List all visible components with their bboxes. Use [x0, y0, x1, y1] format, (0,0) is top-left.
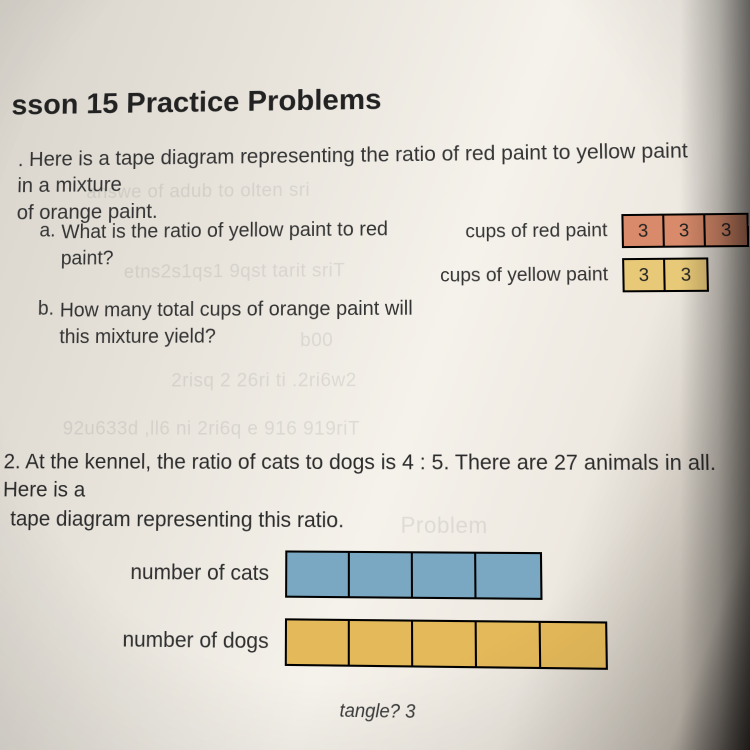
q1-intro: . Here is a tape diagram representing th…	[17, 137, 712, 226]
dogs-label: number of dogs	[88, 628, 268, 655]
q1-intro-line1: . Here is a tape diagram representing th…	[17, 140, 688, 198]
tape-cell: 3	[665, 259, 707, 290]
q1-b-letter: b.	[38, 298, 55, 321]
footer-scrawl: tangle? 3	[340, 700, 416, 723]
tape-cell	[287, 553, 350, 597]
yellow-paint-row: cups of yellow paint 33	[416, 257, 709, 293]
q2-intro-line2: tape diagram representing this ratio.	[10, 507, 344, 532]
red-paint-row: cups of red paint 333	[416, 213, 750, 250]
red-paint-label: cups of red paint	[416, 220, 608, 244]
tape-cell	[477, 622, 542, 667]
ghost-text: 2risq 2 26ri ti .2ri6w2	[171, 370, 357, 392]
red-paint-tape: 333	[621, 213, 749, 248]
lesson-heading: sson 15 Practice Problems	[11, 83, 381, 122]
tape-cell: 3	[705, 215, 747, 246]
dogs-tape	[285, 618, 608, 670]
q2-number: 2.	[3, 450, 21, 473]
q1-part-a: a. What is the ratio of yellow paint to …	[39, 216, 392, 272]
page: sson 15 Practice Problems answe of adub …	[0, 0, 736, 750]
q1-part-b: b. How many total cups of orange paint w…	[37, 296, 432, 352]
tape-cell	[350, 621, 413, 665]
yellow-paint-tape: 33	[622, 257, 709, 292]
dogs-row: number of dogs	[88, 616, 608, 669]
q1-b-text: How many total cups of orange paint will…	[59, 296, 432, 351]
q2-intro: 2. At the kennel, the ratio of cats to d…	[2, 448, 742, 537]
tape-cell: 3	[664, 215, 706, 245]
q1-a-letter: a.	[39, 220, 55, 243]
question-1: . Here is a tape diagram representing th…	[17, 137, 712, 226]
cats-row: number of cats	[89, 549, 542, 600]
tape-cell	[413, 622, 477, 667]
tape-cell	[541, 623, 606, 668]
q1-a-text: What is the ratio of yellow paint to red…	[61, 216, 392, 272]
yellow-paint-label: cups of yellow paint	[416, 264, 608, 287]
tape-cell	[350, 553, 413, 597]
tape-cell	[476, 554, 540, 598]
q2-intro-line1: At the kennel, the ratio of cats to dogs…	[3, 450, 716, 502]
cats-tape	[285, 550, 542, 599]
cats-label: number of cats	[90, 560, 270, 586]
tape-cell: 3	[624, 260, 666, 291]
ghost-text: 92u633d ,ll6 ni 2ri6q e 916 919riT	[63, 418, 361, 440]
tape-cell	[287, 620, 350, 664]
tape-cell	[413, 553, 477, 597]
question-2: 2. At the kennel, the ratio of cats to d…	[2, 448, 742, 537]
tape-cell: 3	[623, 216, 664, 246]
